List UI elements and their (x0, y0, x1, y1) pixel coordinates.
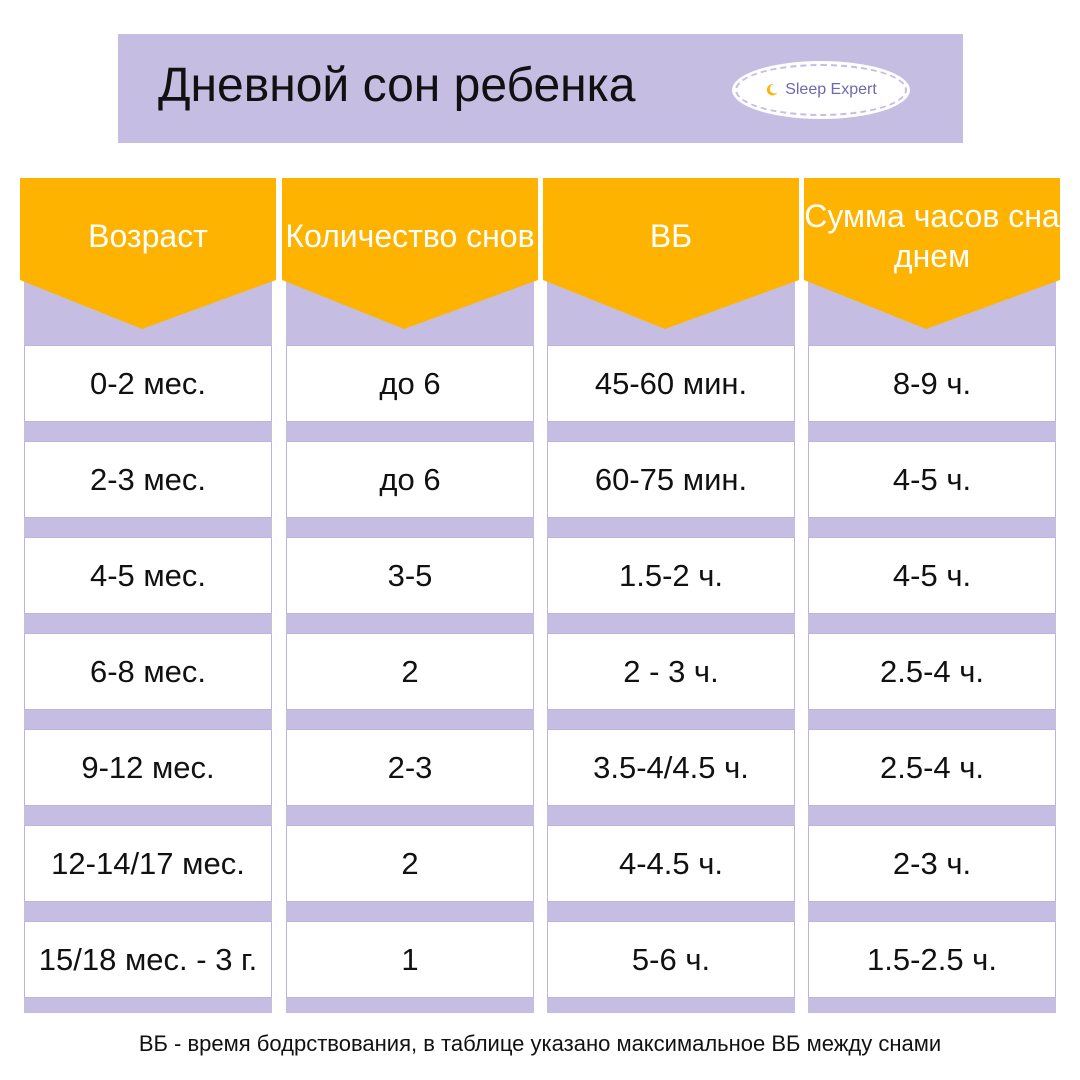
table-cell: 1.5-2.5 ч. (808, 921, 1056, 998)
header-arrow-shape (20, 178, 276, 329)
table-cell: 2 (286, 825, 534, 902)
column-naps: Количество снов до 6 до 6 3-5 2 2-3 2 1 (282, 178, 538, 1015)
table-cell: 2-3 мес. (24, 441, 272, 518)
title-banner: Дневной сон ребенка Sleep Expert (118, 34, 963, 143)
header-arrow-shape (543, 178, 799, 329)
column-header-label: Количество снов (285, 218, 535, 254)
table-cell: до 6 (286, 345, 534, 422)
table-cell: 3-5 (286, 537, 534, 614)
table-cell: 2 (286, 633, 534, 710)
table-cell: 2.5-4 ч. (808, 633, 1056, 710)
table-cell: 0-2 мес. (24, 345, 272, 422)
table-cell: 2-3 ч. (808, 825, 1056, 902)
moon-icon (767, 84, 778, 96)
column-header-label: ВБ (649, 218, 693, 254)
column-age: Возраст 0-2 мес. 2-3 мес. 4-5 мес. 6-8 мес. 9… (20, 178, 276, 1015)
table-cell: 60-75 мин. (547, 441, 795, 518)
column-total-hours: Сумма часов сна днем 8-9 ч. 4-5 ч. 4-5 ч. 2.… (804, 178, 1060, 1015)
table-cell: 4-5 мес. (24, 537, 272, 614)
table-cell: до 6 (286, 441, 534, 518)
table-cell: 12-14/17 мес. (24, 825, 272, 902)
table-cell: 1.5-2 ч. (547, 537, 795, 614)
column-header: Сумма часов сна днем (804, 178, 1060, 329)
table-cell: 4-5 ч. (808, 537, 1056, 614)
table-cell: 4-5 ч. (808, 441, 1056, 518)
column-header-label: Сумма часов сна днем (804, 198, 1060, 274)
table-cell: 15/18 мес. - 3 г. (24, 921, 272, 998)
table-cell: 45-60 мин. (547, 345, 795, 422)
table-cell: 5-6 ч. (547, 921, 795, 998)
footnote: ВБ - время бодрствования, в таблице указ… (138, 1031, 942, 1056)
column-header: Количество снов (282, 178, 538, 329)
column-header: Возраст (20, 178, 276, 329)
column-header-label: Возраст (88, 218, 208, 254)
column-header: ВБ (543, 178, 799, 329)
sleep-expert-logo: Sleep Expert (735, 64, 907, 116)
table-cell: 6-8 мес. (24, 633, 272, 710)
table-cell: 8-9 ч. (808, 345, 1056, 422)
table-cell: 2.5-4 ч. (808, 729, 1056, 806)
table-cell: 9-12 мес. (24, 729, 272, 806)
table-cell: 2 - 3 ч. (547, 633, 795, 710)
table-cell: 4-4.5 ч. (547, 825, 795, 902)
table-cell: 2-3 (286, 729, 534, 806)
header-arrow-shape (282, 178, 538, 329)
header-arrow-shape (804, 178, 1060, 329)
column-wake-window: ВБ 45-60 мин. 60-75 мин. 1.5-2 ч. 2 - 3 ч. 3.… (543, 178, 799, 1015)
table-cell: 3.5-4/4.5 ч. (547, 729, 795, 806)
table-cell: 1 (286, 921, 534, 998)
page-title: Дневной сон ребенка (158, 59, 636, 112)
logo-text: Sleep Expert (785, 81, 877, 98)
